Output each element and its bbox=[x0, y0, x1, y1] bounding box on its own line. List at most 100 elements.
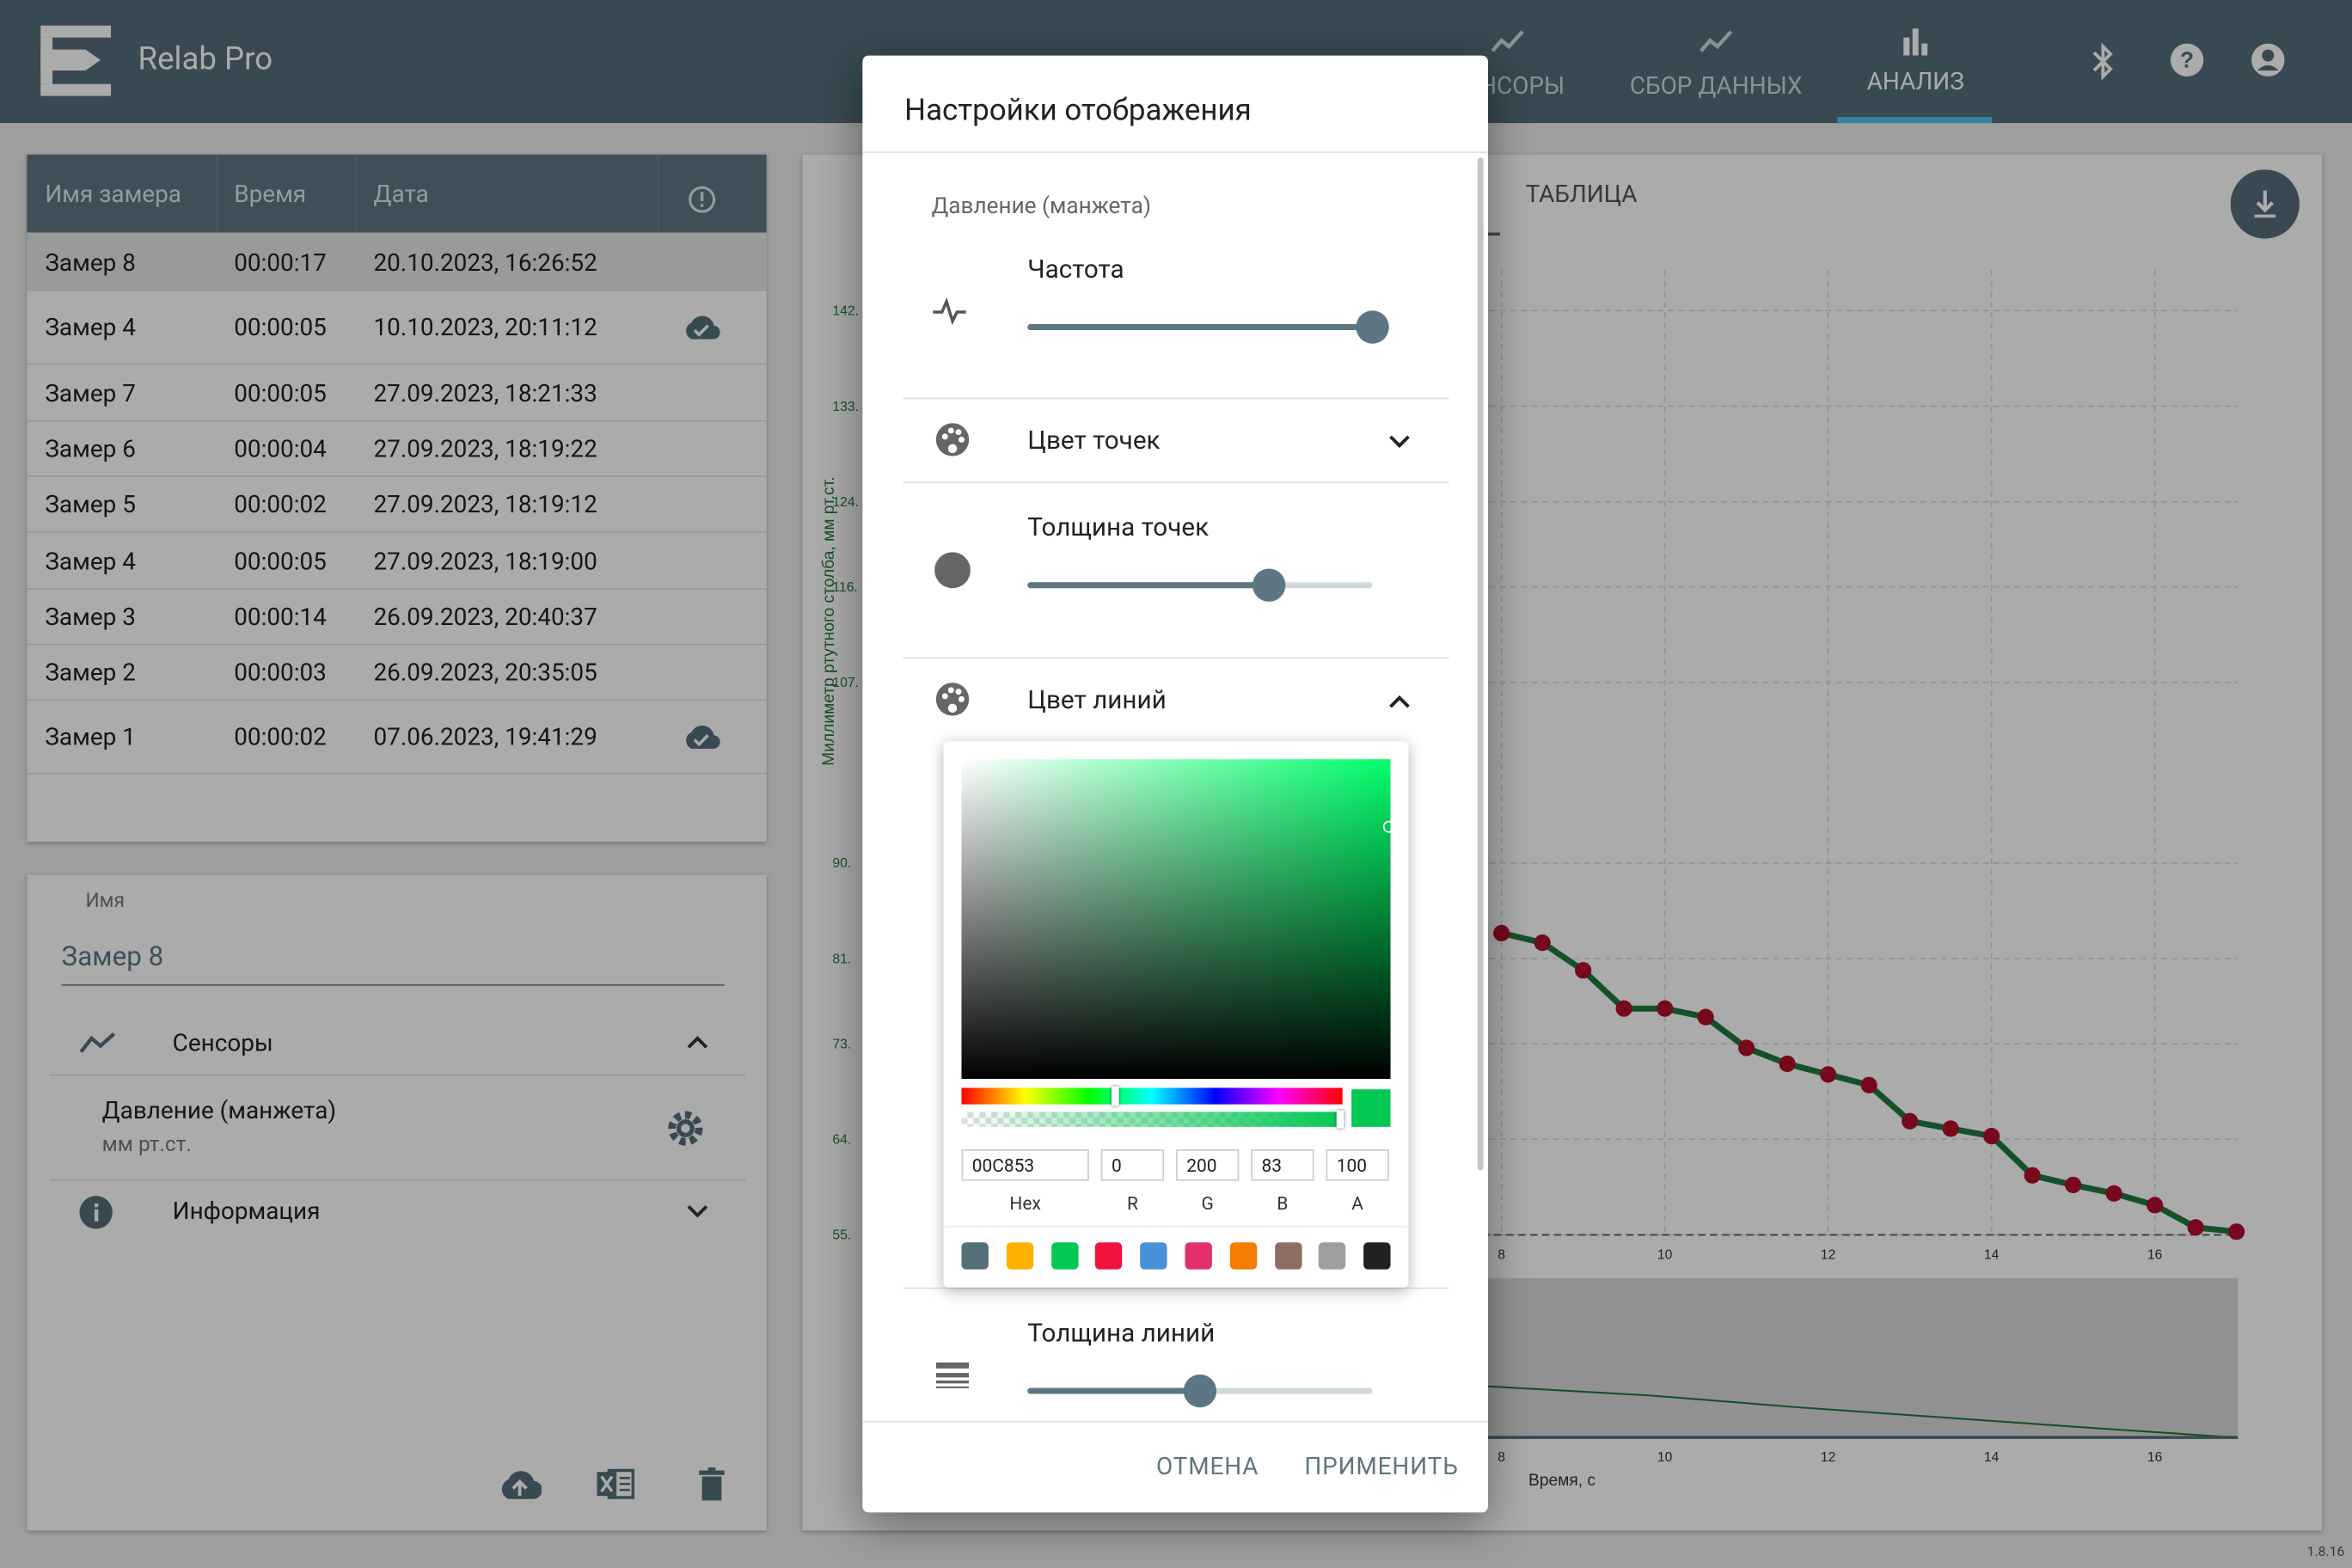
table-cell: 10.10.2023, 20:11:12 bbox=[373, 312, 597, 342]
setting-label[interactable]: Цвет линий bbox=[1027, 685, 1167, 716]
color-input[interactable] bbox=[1251, 1149, 1314, 1181]
x-tick-label: 16 bbox=[2147, 1247, 2163, 1262]
chevron-down[interactable] bbox=[1386, 431, 1412, 451]
slider-thumb[interactable] bbox=[1356, 310, 1389, 344]
bluetooth-icon[interactable] bbox=[2088, 42, 2118, 81]
data-point bbox=[1534, 934, 1551, 952]
color-input-label: A bbox=[1351, 1192, 1363, 1215]
sensors-icon bbox=[79, 1032, 116, 1053]
slider-thumb[interactable] bbox=[1252, 568, 1286, 602]
divider bbox=[903, 657, 1449, 659]
nav-tab[interactable]: АНАЛИЗ bbox=[1866, 66, 1964, 95]
nav-tab[interactable]: СБОР ДАННЫХ bbox=[1629, 70, 1803, 101]
slider-thumb[interactable] bbox=[1183, 1374, 1217, 1408]
setting-label: Частота bbox=[1027, 254, 1124, 285]
color-input-value: 200 bbox=[1186, 1155, 1217, 1177]
table-row[interactable] bbox=[27, 645, 767, 701]
color-swatch[interactable] bbox=[1319, 1242, 1346, 1270]
color-swatch[interactable] bbox=[961, 1242, 989, 1270]
table-cell: 00:00:03 bbox=[234, 658, 327, 687]
name-field[interactable]: Замер 8 bbox=[61, 941, 164, 973]
y-tick-label: 73. bbox=[832, 1037, 851, 1051]
color-input-label: B bbox=[1277, 1192, 1289, 1215]
column-header: Имя замера bbox=[45, 179, 181, 208]
table-row[interactable] bbox=[27, 364, 767, 422]
saturation-area[interactable] bbox=[961, 759, 1391, 1079]
color-swatch[interactable] bbox=[1229, 1242, 1257, 1270]
details-card bbox=[27, 874, 767, 1531]
scrollbar bbox=[1477, 157, 1484, 1171]
palette-icon bbox=[935, 683, 970, 716]
download-button[interactable] bbox=[2230, 169, 2300, 239]
data-point bbox=[1902, 1112, 1919, 1130]
divider bbox=[903, 1287, 1449, 1289]
upload-icon[interactable] bbox=[498, 1467, 542, 1500]
account-icon[interactable] bbox=[2250, 42, 2286, 78]
y-tick-label: 64. bbox=[832, 1133, 851, 1148]
table-cell: 00:00:05 bbox=[234, 378, 327, 407]
color-swatch[interactable] bbox=[1050, 1242, 1078, 1270]
y-tick-label: 55. bbox=[832, 1228, 851, 1243]
table-row[interactable] bbox=[27, 232, 767, 291]
color-input[interactable] bbox=[1176, 1149, 1240, 1181]
help-icon[interactable]: ? bbox=[2169, 42, 2205, 78]
color-swatch[interactable] bbox=[1095, 1242, 1123, 1270]
alpha-bar[interactable] bbox=[961, 1112, 1343, 1127]
divider bbox=[903, 397, 1449, 400]
view-tab[interactable]: ТАБЛИЦА bbox=[1525, 179, 1638, 208]
setting-label: Толщина линий bbox=[1027, 1319, 1216, 1350]
y-tick-label: 124. bbox=[832, 495, 859, 510]
divider bbox=[49, 1074, 746, 1076]
info-icon bbox=[79, 1196, 113, 1229]
data-point bbox=[2147, 1197, 2164, 1214]
color-input[interactable] bbox=[961, 1149, 1089, 1181]
table-cell: 07.06.2023, 19:41:29 bbox=[373, 722, 597, 751]
table-row[interactable] bbox=[27, 701, 767, 775]
section-title[interactable]: Сенсоры bbox=[172, 1028, 273, 1057]
table-cell: 27.09.2023, 18:19:12 bbox=[373, 489, 597, 519]
setting-label[interactable]: Цвет точек bbox=[1027, 426, 1161, 456]
data-point bbox=[1615, 1000, 1632, 1017]
color-swatch[interactable] bbox=[1363, 1242, 1391, 1270]
table-row[interactable] bbox=[27, 477, 767, 533]
color-swatch[interactable] bbox=[1140, 1242, 1167, 1270]
table-row[interactable] bbox=[27, 421, 767, 478]
hue-bar[interactable] bbox=[961, 1087, 1343, 1105]
color-input[interactable] bbox=[1326, 1149, 1389, 1181]
y-tick-label: 116. bbox=[832, 580, 857, 595]
table-cell: 27.09.2023, 18:21:33 bbox=[373, 378, 597, 407]
x-tick-label: 10 bbox=[1657, 1450, 1673, 1465]
data-point bbox=[1697, 1008, 1714, 1026]
x-tick-label: 8 bbox=[1498, 1450, 1505, 1465]
color-input[interactable] bbox=[1100, 1149, 1165, 1181]
overview-line bbox=[870, 1376, 2235, 1439]
color-input-value: 0 bbox=[1111, 1155, 1122, 1177]
table-cell: Замер 2 bbox=[45, 658, 136, 687]
excel-icon[interactable] bbox=[597, 1467, 635, 1500]
column-header: Время bbox=[234, 179, 307, 208]
table-row[interactable] bbox=[27, 589, 767, 646]
delete-icon[interactable] bbox=[699, 1467, 725, 1501]
dialog-button[interactable]: ОТМЕНА bbox=[1155, 1451, 1259, 1480]
settings-icon[interactable] bbox=[667, 1111, 703, 1147]
table-cell: 26.09.2023, 20:40:37 bbox=[373, 602, 597, 631]
divider bbox=[49, 1179, 746, 1181]
dialog-button[interactable]: ПРИМЕНИТЬ bbox=[1304, 1451, 1459, 1480]
version: 1.8.16 bbox=[2306, 1545, 2345, 1561]
data-point bbox=[2024, 1167, 2041, 1184]
divider bbox=[903, 481, 1449, 484]
table-row[interactable] bbox=[27, 532, 767, 590]
section-title[interactable]: Информация bbox=[172, 1196, 321, 1226]
color-input-label: G bbox=[1201, 1192, 1214, 1215]
table-row[interactable] bbox=[27, 291, 767, 365]
color-swatch[interactable] bbox=[1274, 1242, 1302, 1270]
column-header: Дата bbox=[373, 179, 429, 208]
chevron-up[interactable] bbox=[1386, 690, 1412, 711]
x-tick-label: 14 bbox=[1984, 1450, 2000, 1465]
color-swatch[interactable] bbox=[1185, 1242, 1212, 1270]
data-point bbox=[1942, 1120, 1959, 1137]
y-tick-label: 133. bbox=[832, 400, 859, 414]
divider bbox=[862, 151, 1488, 154]
color-swatch[interactable] bbox=[1006, 1242, 1033, 1270]
